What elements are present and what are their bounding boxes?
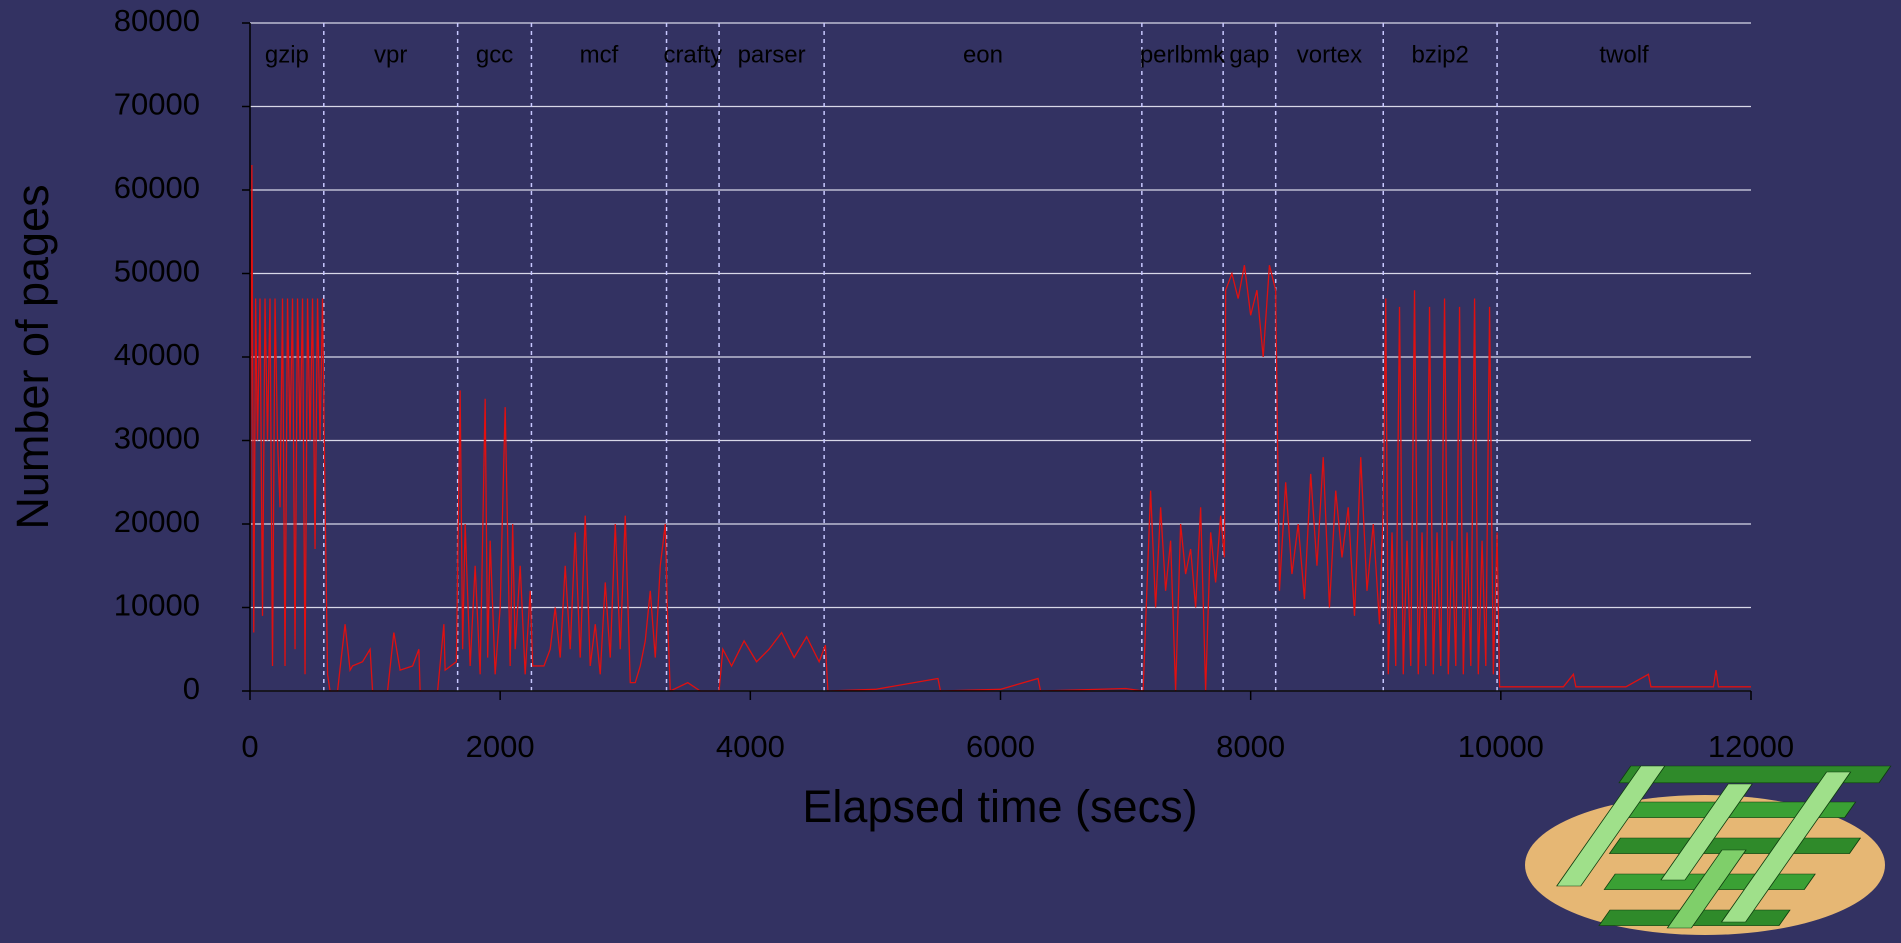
x-tick-label: 12000 [1708, 729, 1794, 764]
maze-clipart [1525, 765, 1892, 935]
x-tick-label: 4000 [716, 729, 785, 764]
y-tick-label: 60000 [114, 170, 200, 205]
phase-label: gzip [265, 41, 309, 68]
phase-label: crafty [663, 41, 722, 68]
phase-label: vpr [374, 41, 407, 68]
x-tick-label: 10000 [1458, 729, 1544, 764]
y-tick-label: 70000 [114, 87, 200, 122]
y-axis-title: Number of pages [7, 184, 58, 529]
x-tick-label: 6000 [966, 729, 1035, 764]
maze-wall [1556, 765, 1666, 887]
y-tick-label: 30000 [114, 421, 200, 456]
x-tick-label: 2000 [466, 729, 535, 764]
phase-label: parser [738, 41, 806, 68]
phase-label: mcf [580, 41, 619, 68]
y-tick-label: 40000 [114, 337, 200, 372]
maze-walls [1556, 765, 1892, 929]
phase-label: gap [1229, 41, 1269, 68]
data-line [249, 164, 1751, 693]
maze-wall [1666, 849, 1747, 929]
phase-label: eon [963, 41, 1003, 68]
x-axis-title: Elapsed time (secs) [802, 781, 1197, 832]
maze-wall [1720, 771, 1852, 923]
y-tick-label: 80000 [114, 3, 200, 38]
phase-label: gcc [476, 41, 513, 68]
y-tick-label: 0 [183, 671, 200, 706]
y-tick-label: 50000 [114, 254, 200, 289]
x-tick-label: 8000 [1216, 729, 1285, 764]
phase-label: twolf [1599, 41, 1649, 68]
phase-label: vortex [1297, 41, 1362, 68]
x-tick-label: 0 [241, 729, 258, 764]
y-tick-label: 10000 [114, 588, 200, 623]
y-tick-label: 20000 [114, 504, 200, 539]
phase-label: perlbmk [1140, 41, 1226, 68]
maze-wall [1660, 783, 1753, 881]
phase-label: bzip2 [1411, 41, 1468, 68]
